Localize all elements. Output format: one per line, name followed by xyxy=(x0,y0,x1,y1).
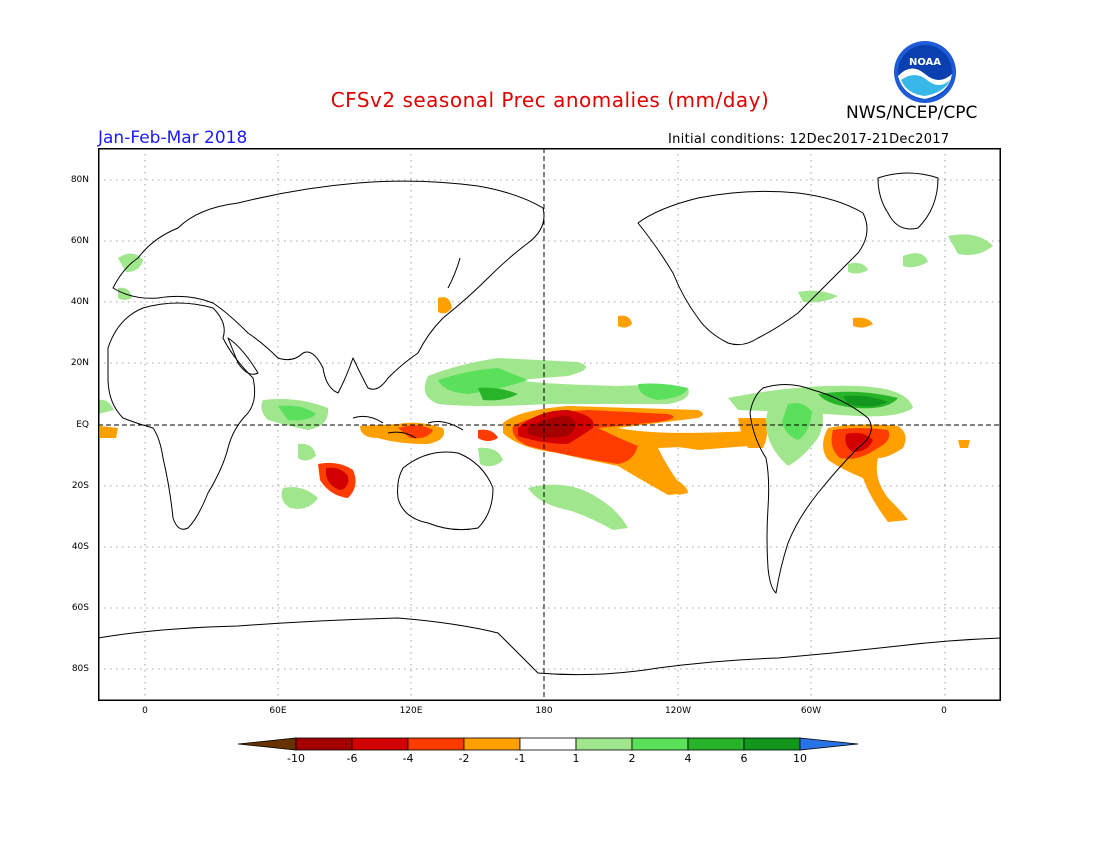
precip-anomaly-map xyxy=(98,148,1001,701)
lat-label: EQ xyxy=(76,420,89,430)
colorbar-label: -4 xyxy=(402,752,414,765)
noaa-logo: NOAA xyxy=(894,41,956,103)
lat-label: 80N xyxy=(70,175,89,185)
lon-label: 0 xyxy=(941,706,947,716)
colorbar-cell xyxy=(295,737,353,751)
lat-label: 20N xyxy=(70,358,89,368)
colorbar-cell xyxy=(407,737,465,751)
colorbar-cell xyxy=(687,737,745,751)
lon-label: 120E xyxy=(399,706,423,716)
season-label: Jan-Feb-Mar 2018 xyxy=(98,128,248,148)
colorbar-cell xyxy=(238,737,297,751)
colorbar-label: 6 xyxy=(740,752,748,765)
colorbar-label: -10 xyxy=(287,752,305,765)
lat-label: 40S xyxy=(71,542,89,552)
coastlines xyxy=(98,172,1001,676)
colorbar-label: 10 xyxy=(793,752,807,765)
colorbar-cell xyxy=(463,737,521,751)
lat-label: 60S xyxy=(71,603,89,613)
lon-label: 180 xyxy=(535,706,553,716)
lat-label: 60N xyxy=(70,236,89,246)
colorbar-label: -1 xyxy=(514,752,526,765)
agency-label: NWS/NCEP/CPC xyxy=(846,103,978,123)
map-frame xyxy=(98,148,1001,701)
colorbar-label: -6 xyxy=(346,752,358,765)
colorbar-cell xyxy=(351,737,409,751)
lon-label: 60E xyxy=(269,706,287,716)
anomaly-shading xyxy=(98,234,993,530)
map-title: CFSv2 seasonal Prec anomalies (mm/day) xyxy=(330,88,770,112)
colorbar-cell xyxy=(575,737,633,751)
initial-conditions-label: Initial conditions: 12Dec2017-21Dec2017 xyxy=(668,132,950,147)
colorbar-cell xyxy=(631,737,689,751)
colorbar xyxy=(238,737,859,751)
colorbar-label: 2 xyxy=(628,752,636,765)
colorbar-label: -2 xyxy=(458,752,470,765)
lon-label: 0 xyxy=(142,706,148,716)
colorbar-cell xyxy=(799,737,859,751)
lat-label: 20S xyxy=(71,481,89,491)
colorbar-label: 1 xyxy=(572,752,580,765)
logo-text: NOAA xyxy=(909,57,941,68)
lon-label: 60W xyxy=(800,706,822,716)
colorbar-label: 4 xyxy=(684,752,692,765)
lon-label: 120W xyxy=(664,706,692,716)
colorbar-cell xyxy=(519,737,577,751)
colorbar-cell xyxy=(743,737,801,751)
lat-label: 80S xyxy=(71,664,89,674)
lat-label: 40N xyxy=(70,297,89,307)
